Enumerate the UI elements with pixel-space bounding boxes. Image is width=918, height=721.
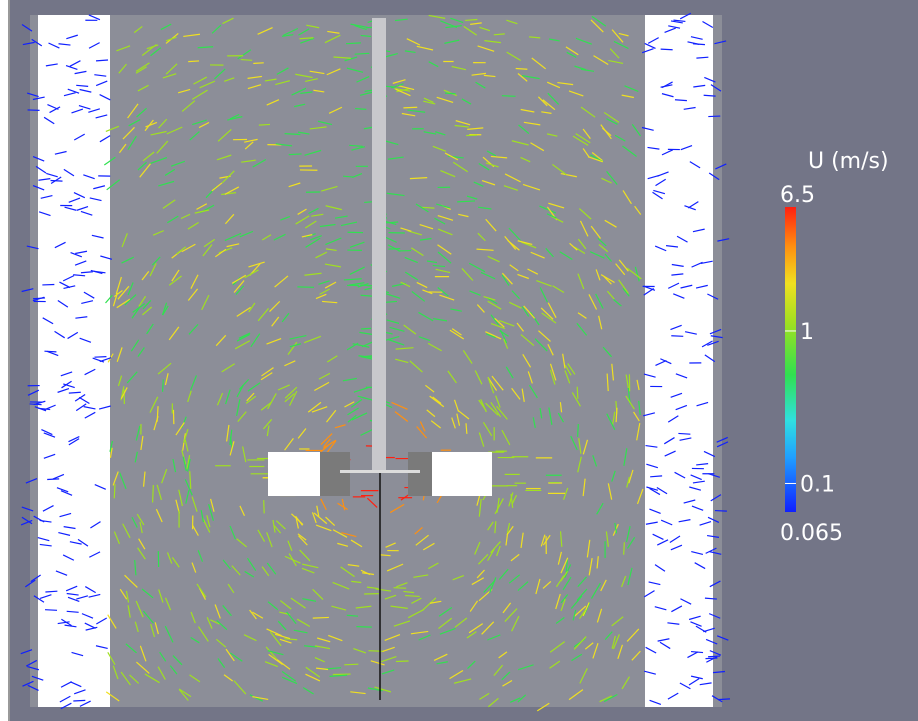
vector-arrow — [403, 107, 417, 108]
vector-arrow — [502, 96, 516, 97]
vector-arrow — [153, 485, 154, 502]
vector-arrow — [708, 116, 720, 117]
vector-arrow — [259, 124, 270, 125]
vector-arrow — [718, 699, 730, 700]
vector-arrow — [577, 387, 578, 399]
vector-arrow — [96, 60, 108, 61]
colorbar-tick-label: 0.1 — [800, 472, 835, 497]
vector-arrow — [368, 651, 383, 652]
vector-arrow — [30, 404, 42, 405]
vector-arrow — [445, 93, 456, 94]
vector-arrow — [355, 109, 366, 110]
vector-arrow — [241, 60, 252, 61]
vector-arrow — [715, 511, 727, 512]
vector-arrow — [675, 100, 687, 101]
vector-arrow — [114, 484, 115, 498]
page: U (m/s) 6.5 0.065 10.1 (() => { const da… — [0, 0, 918, 721]
vector-arrow — [708, 656, 720, 657]
colorbar-tick-label: 1 — [800, 320, 814, 345]
colorbar-title: U (m/s) — [808, 149, 889, 174]
vector-arrow — [678, 433, 690, 434]
disk — [340, 470, 420, 473]
vector-arrow — [516, 68, 528, 69]
vector-arrow — [346, 43, 361, 44]
vector-arrow — [578, 424, 579, 437]
vector-arrow — [188, 61, 199, 62]
colorbar-min: 0.065 — [780, 521, 843, 546]
hub-left — [320, 452, 350, 496]
vector-arrow — [661, 49, 673, 50]
hub-right — [408, 452, 432, 496]
colorbar-max: 6.5 — [780, 183, 815, 208]
vector-arrow — [45, 610, 57, 611]
blade-left — [268, 452, 320, 496]
vector-arrow — [45, 591, 57, 592]
colorbar — [785, 207, 796, 512]
vector-arrow — [73, 700, 85, 701]
vector-arrow — [704, 95, 716, 96]
vector-arrow — [356, 627, 371, 628]
vector-arrow — [163, 379, 164, 391]
vector-arrow — [361, 328, 371, 329]
vector-arrow — [313, 617, 329, 618]
left-wall-flow — [38, 15, 110, 707]
vector-arrow — [253, 63, 263, 64]
vector-arrow — [705, 658, 717, 659]
shaft — [372, 18, 386, 470]
vector-arrow — [94, 357, 106, 358]
vector-arrow — [422, 207, 435, 208]
vector-arrow — [289, 154, 302, 155]
visualization: U (m/s) 6.5 0.065 1 0.1 — [0, 0, 918, 721]
vector-arrow — [671, 336, 683, 337]
vector-arrow — [47, 479, 59, 480]
vector-arrow — [624, 542, 625, 554]
vector-arrow — [380, 555, 390, 556]
right-wall-flow — [645, 15, 713, 707]
vector-arrow — [51, 181, 63, 182]
vector-arrow — [344, 664, 358, 665]
vector-arrow — [44, 351, 56, 352]
blade-right — [432, 452, 492, 496]
